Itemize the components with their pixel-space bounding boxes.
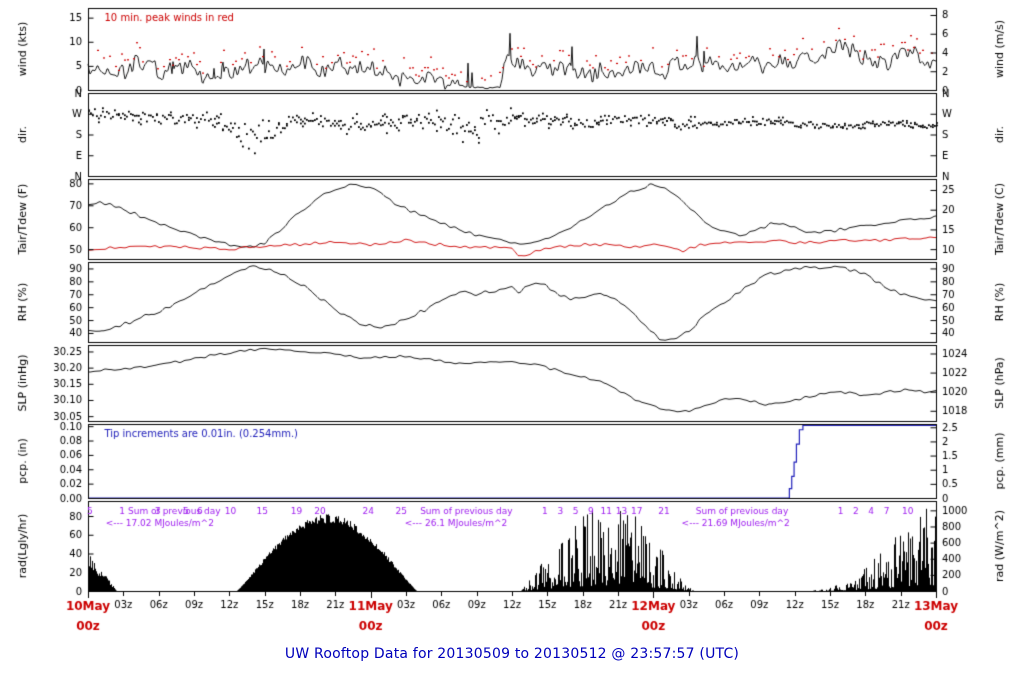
chart-title: UW Rooftop Data for 20130509 to 20130512… [284, 646, 740, 662]
